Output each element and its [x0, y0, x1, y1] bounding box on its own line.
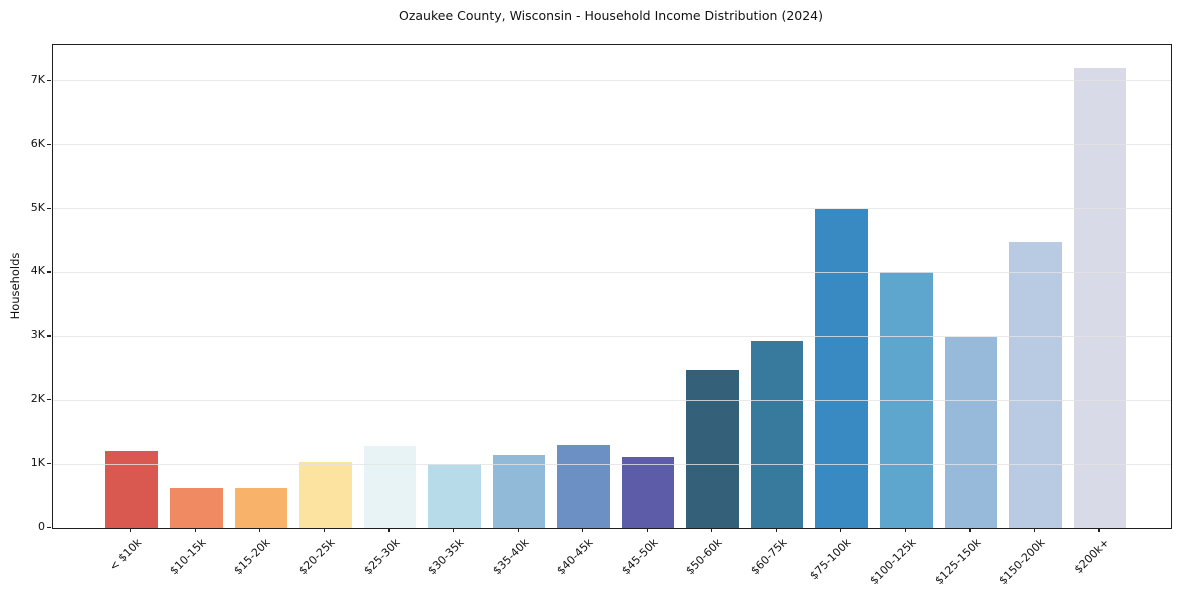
- y-tick-mark: [47, 527, 51, 529]
- bar: [234, 488, 288, 528]
- x-tick-label: $200k+: [1072, 536, 1113, 577]
- bar: [299, 462, 352, 528]
- plot-area: [52, 44, 1172, 529]
- x-tick-label: $15-20k: [231, 536, 273, 578]
- y-tick-mark: [47, 399, 51, 401]
- x-tick-label: $150-200k: [996, 536, 1048, 588]
- x-tick-label: $50-60k: [683, 536, 725, 578]
- y-tick-label: 7K: [30, 72, 45, 86]
- x-tick-mark: [775, 528, 777, 532]
- x-tick-label: $125-150k: [931, 536, 984, 588]
- bar: [428, 464, 481, 528]
- gridline: [53, 335, 1171, 337]
- x-tick-mark: [904, 528, 906, 532]
- x-tick-label: $10-15k: [167, 536, 209, 578]
- gridline: [53, 208, 1171, 210]
- y-tick-label: 5K: [30, 200, 45, 214]
- bar: [1073, 68, 1127, 528]
- bar: [686, 369, 739, 528]
- x-tick-label: $35-40k: [489, 536, 532, 578]
- bar: [621, 457, 675, 528]
- x-tick-mark: [969, 528, 971, 532]
- x-tick-mark: [711, 528, 713, 532]
- x-tick-label: $25-30k: [360, 536, 403, 578]
- x-tick-label: $30-35k: [425, 536, 467, 578]
- x-tick-label: $75-100k: [807, 536, 854, 583]
- x-tick-mark: [646, 528, 648, 532]
- gridline: [53, 399, 1171, 401]
- x-tick-mark: [840, 528, 842, 532]
- x-tick-label: $20-25k: [296, 536, 338, 578]
- y-tick-mark: [47, 79, 51, 81]
- y-axis-label: Households: [8, 252, 22, 320]
- y-tick-mark: [47, 143, 51, 145]
- y-tick-label: 2K: [30, 392, 45, 406]
- x-tick-label: < $10k: [106, 536, 144, 574]
- y-tick-label: 6K: [30, 136, 45, 150]
- y-tick-mark: [47, 335, 51, 337]
- x-tick-mark: [582, 528, 584, 532]
- x-tick-mark: [1098, 528, 1100, 532]
- y-tick-label: 3K: [30, 328, 45, 342]
- y-tick-mark: [47, 207, 51, 209]
- x-tick-label: $60-75k: [748, 536, 790, 578]
- bar: [557, 444, 610, 528]
- y-tick-mark: [47, 271, 51, 273]
- x-tick-label: $40-45k: [554, 536, 596, 578]
- bar: [1009, 241, 1062, 528]
- bar: [363, 445, 417, 528]
- y-tick-label: 4K: [30, 264, 45, 278]
- x-tick-mark: [517, 528, 519, 532]
- gridline: [53, 144, 1171, 146]
- x-tick-mark: [130, 528, 132, 532]
- gridline: [53, 80, 1171, 82]
- x-tick-mark: [194, 528, 196, 532]
- x-tick-mark: [1033, 528, 1036, 532]
- y-tick-label: 0: [38, 520, 45, 533]
- bar: [169, 488, 223, 528]
- x-tick-label: $100-125k: [867, 536, 919, 588]
- chart-title: Ozaukee County, Wisconsin - Household In…: [398, 8, 824, 23]
- bar: [944, 336, 998, 528]
- bar: [492, 455, 546, 528]
- x-tick-mark: [452, 528, 455, 532]
- x-tick-label: $45-50k: [619, 536, 661, 578]
- x-tick-mark: [388, 528, 390, 532]
- x-tick-mark: [323, 528, 326, 532]
- x-tick-mark: [259, 528, 261, 532]
- gridline: [53, 463, 1171, 465]
- y-tick-label: 1K: [30, 456, 45, 470]
- bar: [750, 341, 804, 528]
- gridline: [53, 271, 1171, 273]
- y-tick-mark: [47, 463, 51, 465]
- bar: [815, 208, 869, 528]
